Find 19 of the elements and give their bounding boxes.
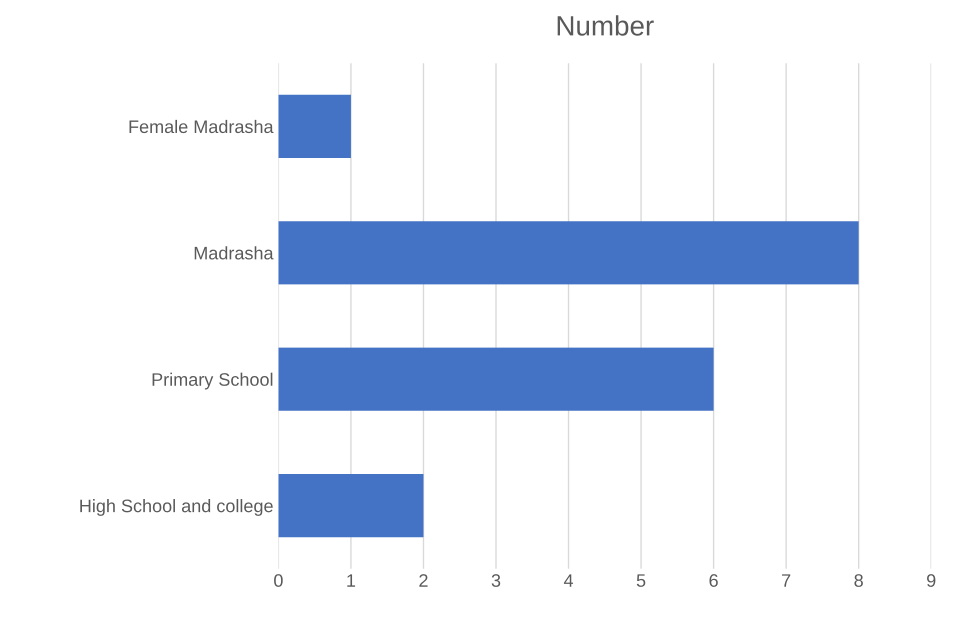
x-tick-label: 5 xyxy=(636,574,646,587)
x-tick-label: 6 xyxy=(709,574,718,587)
bar xyxy=(278,474,424,538)
bar xyxy=(278,94,351,158)
x-tick-label: 9 xyxy=(927,574,936,587)
x-tick-label: 7 xyxy=(782,574,790,587)
y-tick-label: Primary School xyxy=(152,372,272,390)
y-tick-label: Madrasha xyxy=(194,246,274,260)
x-tick-label: 4 xyxy=(564,574,574,587)
bar xyxy=(278,221,859,284)
y-tick-label: High School and college xyxy=(80,499,273,516)
x-tick-label: 0 xyxy=(274,574,283,587)
x-tick-label: 2 xyxy=(419,574,428,587)
x-tick-label: 1 xyxy=(347,574,356,587)
bar xyxy=(278,348,714,411)
x-tick-label: 3 xyxy=(492,574,500,587)
chart-title: Number xyxy=(558,15,654,36)
y-tick-label: Female Madrasha xyxy=(130,120,274,134)
x-tick-label: 8 xyxy=(854,574,863,587)
